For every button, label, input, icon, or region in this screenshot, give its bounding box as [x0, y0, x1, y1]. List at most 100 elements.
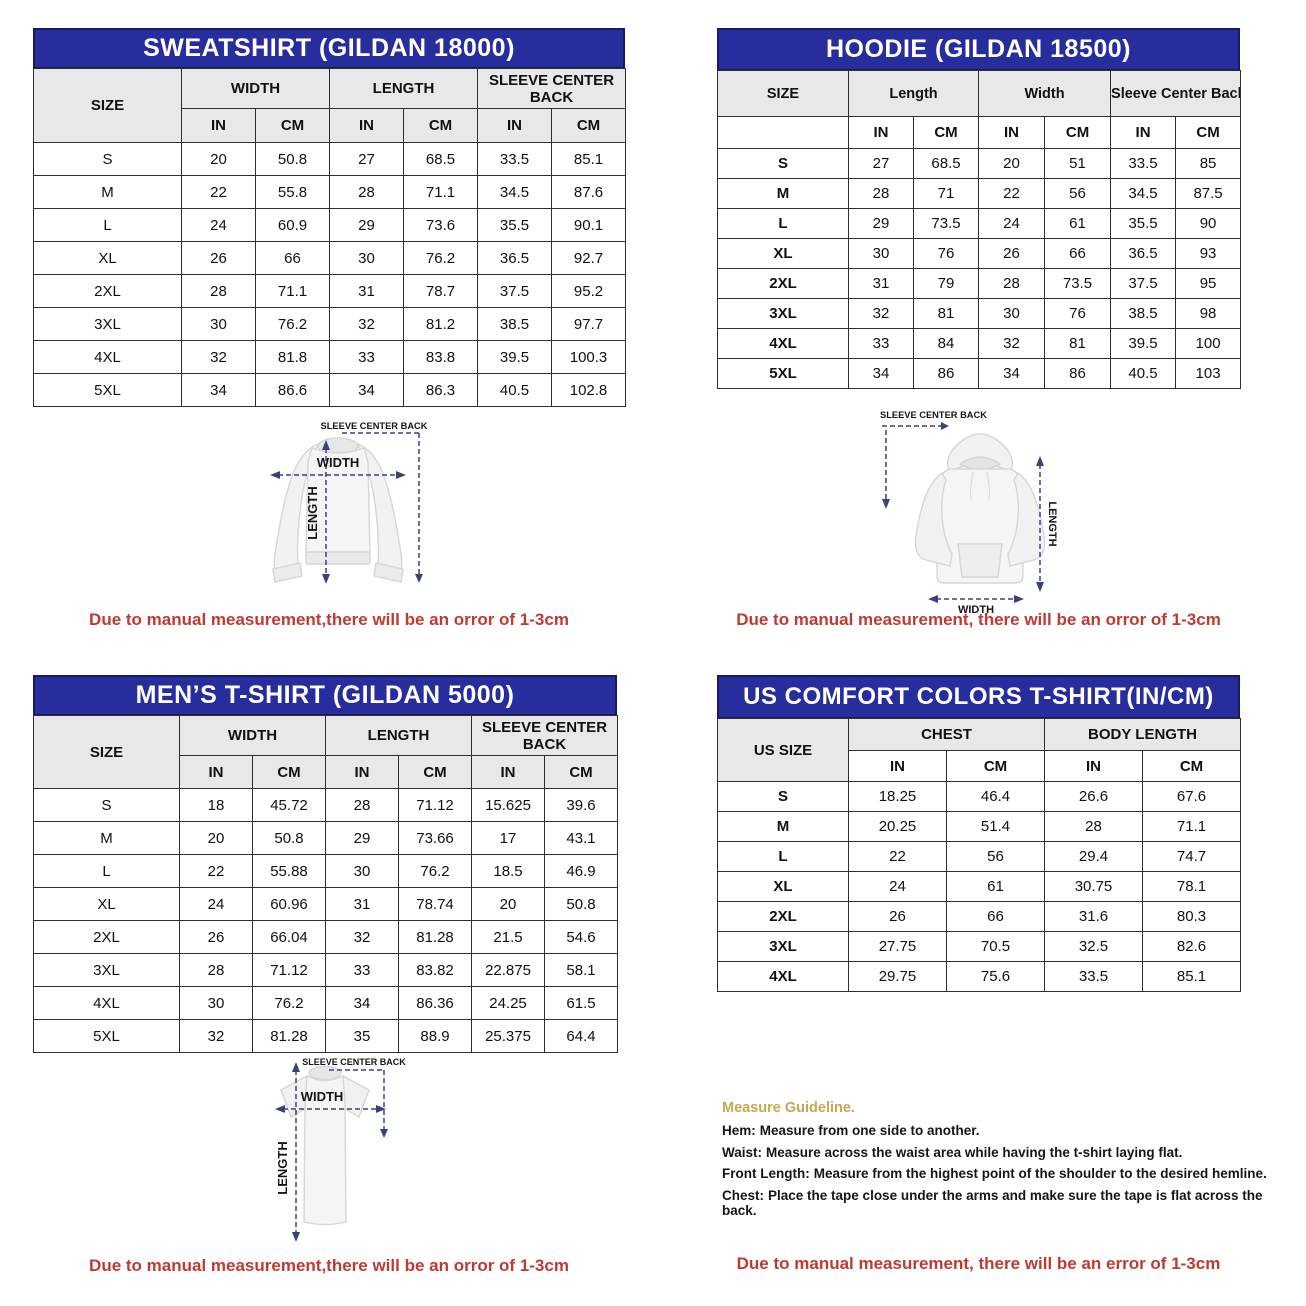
- size-row: 3XL 27.75 70.5 32.5 82.6: [717, 931, 1241, 962]
- size-row: M 28 71 22 56 34.5 87.5: [717, 178, 1242, 209]
- arrow-down-icon: [415, 574, 423, 583]
- measurement-cell: 25.375: [471, 1019, 546, 1053]
- unit-column-header: CM: [551, 108, 627, 143]
- measurement-cell: 76: [1044, 298, 1112, 329]
- measurement-cell: 27.75: [848, 931, 947, 962]
- measurement-cell: 32: [848, 298, 914, 329]
- measurement-cell: 35.5: [477, 208, 553, 242]
- measurement-cell: 71.1: [1142, 811, 1241, 842]
- measurement-cell: 73.6: [402, 208, 479, 242]
- measurement-cell: 24.25: [471, 986, 546, 1020]
- measurement-cell: 86.36: [397, 986, 473, 1020]
- measurement-cell: 40.5: [477, 373, 553, 407]
- measure-guideline: Measure Guideline. Hem: Measure from one …: [722, 1100, 1267, 1224]
- measurement-cell: 81.8: [255, 340, 330, 374]
- measurement-cell: 39.5: [1110, 328, 1177, 359]
- size-row: XL 24 60.96 31 78.74 20 50.8: [33, 887, 619, 921]
- unit-column-header: CM: [946, 750, 1045, 782]
- measurement-cell: 85.1: [551, 142, 627, 176]
- measurement-cell: 34: [181, 373, 256, 407]
- arrow-right-icon: [941, 422, 949, 430]
- measurement-cell: 60.96: [252, 887, 326, 921]
- hoodie-drawstring: [970, 471, 974, 501]
- sweatshirt-size-table: SIZE WIDTH LENGTH SLEEVE CENTER BACK IN CM IN C…: [33, 68, 627, 407]
- sweatshirt-table-title: SWEATSHIRT (GILDAN 18000): [33, 28, 625, 69]
- measurement-cell: 95.2: [551, 274, 627, 308]
- measurement-cell: 26: [848, 901, 947, 932]
- measurement-cell: 67.6: [1142, 781, 1241, 812]
- measurement-cell: 30: [325, 854, 399, 888]
- measurement-cell: 81.28: [252, 1019, 326, 1053]
- measurement-cell: 31: [325, 887, 399, 921]
- measurement-cell: 34.5: [477, 175, 553, 209]
- unit-column-header: CM: [252, 755, 326, 789]
- measurement-cell: 80.3: [1142, 901, 1241, 932]
- measurement-cell: 86.3: [402, 373, 479, 407]
- measurement-cell: 83.8: [402, 340, 479, 374]
- measurement-cell: 66: [255, 241, 330, 275]
- measurement-cell: 34: [978, 358, 1046, 389]
- size-cell: 4XL: [717, 328, 849, 359]
- measurement-cell: 33.5: [1110, 148, 1177, 179]
- arrow-left-icon: [928, 595, 938, 603]
- size-cell: 2XL: [33, 274, 182, 308]
- measurement-cell: 22: [978, 178, 1046, 209]
- measurement-cell: 30.75: [1044, 871, 1143, 902]
- measurement-cell: 28: [181, 274, 256, 308]
- unit-column-header: CM: [1142, 750, 1241, 782]
- tshirt-collar: [308, 1065, 342, 1081]
- measurement-cell: 78.1: [1142, 871, 1241, 902]
- arrow-left-icon: [275, 1105, 285, 1113]
- measurement-cell: 20: [471, 887, 546, 921]
- measurement-cell: 38.5: [1110, 298, 1177, 329]
- sweatshirt-measure-diagram: SLEEVE CENTER BACK WIDTH LENGTH: [222, 418, 457, 608]
- size-cell: 4XL: [33, 340, 182, 374]
- measurement-cell: 78.7: [402, 274, 479, 308]
- measurement-cell: 29.75: [848, 961, 947, 992]
- size-row: XL 24 61 30.75 78.1: [717, 871, 1241, 902]
- measurement-cell: 55.8: [255, 175, 330, 209]
- arrow-up-icon: [1036, 456, 1044, 466]
- sweatshirt-disclaimer: Due to manual measurement,there will be …: [89, 610, 569, 629]
- measurement-cell: 18: [179, 788, 253, 822]
- size-row: 4XL 29.75 75.6 33.5 85.1: [717, 961, 1241, 992]
- measurement-cell: 46.4: [946, 781, 1045, 812]
- size-column-header: SIZE: [33, 715, 180, 789]
- measurement-cell: 98: [1175, 298, 1242, 329]
- measurement-cell: 35: [325, 1019, 399, 1053]
- measurement-cell: 92.7: [551, 241, 627, 275]
- measurement-cell: 28: [329, 175, 404, 209]
- measurement-cell: 70.5: [946, 931, 1045, 962]
- size-row: M 20 50.8 29 73.66 17 43.1: [33, 821, 619, 855]
- arrow-down-icon: [882, 499, 890, 509]
- sweatshirt-illustration: SLEEVE CENTER BACK WIDTH LENGTH: [270, 421, 428, 584]
- measurement-cell: 71.1: [402, 175, 479, 209]
- guideline-text: Measure from the highest point of the sh…: [813, 1166, 1267, 1181]
- measurement-cell: 76: [912, 238, 980, 269]
- measurement-cell: 74.7: [1142, 841, 1241, 872]
- group-column-header: SLEEVE CENTER BACK: [471, 715, 619, 756]
- arrow-down-icon: [292, 1232, 300, 1242]
- size-row: XL 26 66 30 76.2 36.5 92.7: [33, 241, 627, 275]
- measurement-cell: 51: [1044, 148, 1112, 179]
- measurement-cell: 32: [181, 340, 256, 374]
- size-row: M 20.25 51.4 28 71.1: [717, 811, 1241, 842]
- tshirt-size-table-section: MEN’S T-SHIRT (GILDAN 5000) SIZE WIDTH LEN…: [33, 675, 619, 1053]
- measurement-cell: 85: [1175, 148, 1242, 179]
- width-label: WIDTH: [317, 455, 360, 470]
- measurement-cell: 32: [325, 920, 399, 954]
- measurement-cell: 24: [179, 887, 253, 921]
- measurement-cell: 27: [848, 148, 914, 179]
- measurement-cell: 40.5: [1110, 358, 1177, 389]
- size-row: 2XL 26 66.04 32 81.28 21.5 54.6: [33, 920, 619, 954]
- group-column-header: BODY LENGTH: [1044, 718, 1241, 751]
- hoodie-table-title: HOODIE (GILDAN 18500): [717, 28, 1240, 71]
- arrow-up-icon: [322, 440, 330, 450]
- unit-column-header: CM: [912, 116, 980, 149]
- measurement-cell: 81.28: [397, 920, 473, 954]
- size-cell: 5XL: [33, 373, 182, 407]
- size-row: L 22 55.88 30 76.2 18.5 46.9: [33, 854, 619, 888]
- width-label: WIDTH: [958, 604, 994, 616]
- comfort-colors-size-table-section: US COMFORT COLORS T-SHIRT(IN/CM) US SIZE…: [717, 675, 1241, 992]
- measurement-cell: 33: [848, 328, 914, 359]
